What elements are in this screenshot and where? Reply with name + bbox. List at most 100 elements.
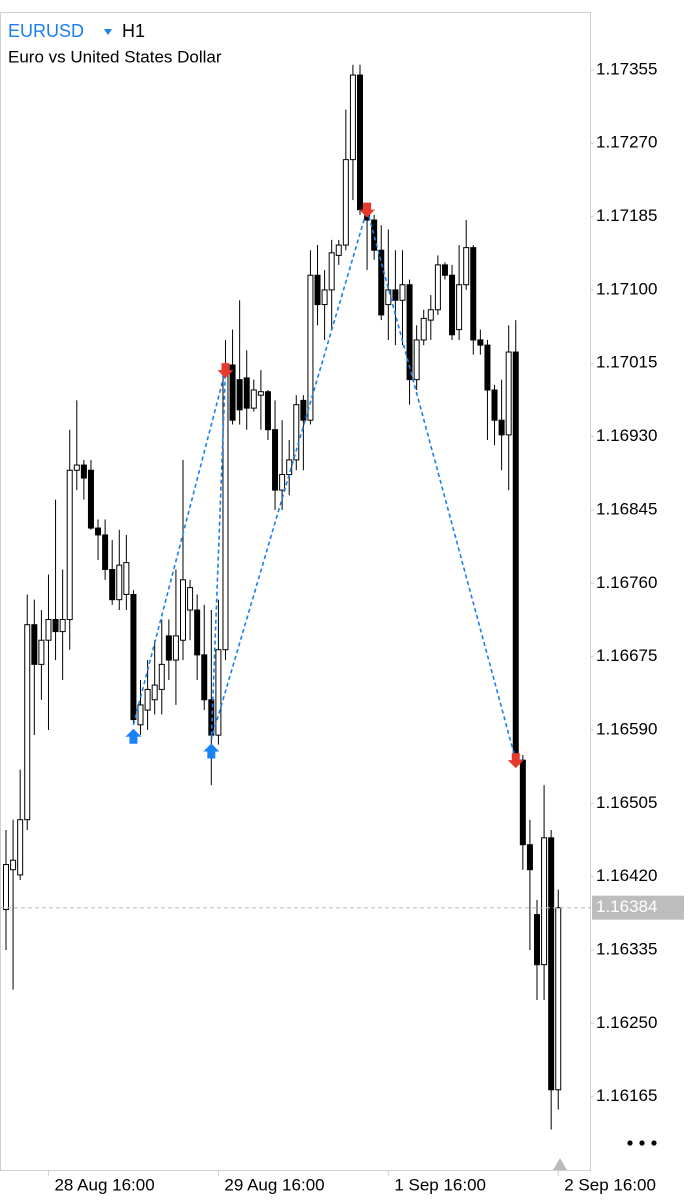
candle-body (456, 284, 463, 331)
candle-body (151, 684, 158, 701)
candle-body (300, 399, 307, 421)
candle-body (477, 339, 484, 346)
candle-body (470, 247, 477, 341)
symbol[interactable]: EURUSD (8, 21, 84, 41)
candle-body (123, 562, 130, 595)
y-tick-label: 1.16165 (596, 1086, 657, 1105)
candle-body (541, 837, 548, 966)
shift-marker[interactable] (553, 1158, 567, 1170)
candle-body (109, 568, 116, 601)
candle-body (420, 317, 427, 341)
y-tick-label: 1.16845 (596, 499, 657, 518)
menu-dot[interactable] (627, 1140, 633, 1146)
candle-body (328, 252, 335, 291)
candle-body (526, 844, 533, 871)
candle-body (257, 391, 264, 396)
candle-body (130, 593, 137, 721)
sell-arrow (359, 202, 376, 218)
candle-body (66, 469, 73, 621)
candle-body (434, 264, 441, 311)
candle-body (314, 274, 321, 306)
last-price-box (592, 895, 684, 920)
candle-body (406, 284, 413, 381)
candle-body (229, 364, 236, 421)
y-tick-label: 1.17185 (596, 206, 657, 225)
candle-body (236, 379, 243, 411)
candle-body (371, 219, 378, 251)
candle-body (449, 274, 456, 336)
candle-body (335, 244, 342, 256)
sell-arrow (507, 753, 524, 769)
candle-body (385, 289, 392, 306)
candle-body (95, 527, 102, 536)
y-tick-label: 1.16420 (596, 866, 657, 885)
candle-body (165, 635, 172, 661)
candle-body (38, 639, 45, 665)
candle-body (512, 351, 519, 761)
candle-body (264, 391, 271, 431)
candle-body (87, 469, 94, 529)
candle-body (137, 704, 144, 726)
candle-body (555, 907, 562, 1091)
candles (3, 64, 562, 1130)
timeframe[interactable]: H1 (122, 21, 145, 41)
candle-body (3, 864, 9, 910)
candle-body (413, 339, 420, 381)
candle-body (342, 159, 349, 246)
menu-dot[interactable] (639, 1140, 645, 1146)
candle-body (172, 635, 179, 661)
candle-body (243, 377, 250, 409)
candle-body (534, 914, 540, 966)
candle-body (491, 389, 498, 421)
plot-frame (0, 12, 591, 1171)
candle-body (10, 859, 17, 871)
sell-arrow (217, 363, 234, 379)
y-tick-label: 1.16590 (596, 719, 657, 738)
candle-body (17, 819, 24, 876)
last-price-label: 1.16384 (596, 897, 657, 916)
candle-body (59, 619, 66, 633)
buy-arrow (125, 728, 142, 744)
y-tick-label: 1.16675 (596, 646, 657, 665)
candle-body (80, 464, 87, 479)
candle-body (52, 619, 59, 633)
candle-body (272, 429, 279, 491)
candle-body (158, 663, 165, 690)
candle-body (441, 264, 448, 276)
candle-body (187, 587, 194, 611)
menu[interactable] (627, 1140, 657, 1146)
candle-body (519, 759, 526, 846)
candle-body (201, 654, 208, 701)
candle-body (357, 74, 363, 211)
candle-body (463, 247, 470, 286)
candle-body (116, 564, 123, 601)
candle-body (45, 619, 52, 641)
candle-body (102, 534, 109, 570)
candle-body (31, 624, 38, 665)
candle-body (279, 474, 286, 491)
subtitle: Euro vs United States Dollar (8, 47, 222, 66)
symbol-dropdown[interactable] (104, 29, 112, 35)
candle-body (498, 419, 505, 436)
candle-body (180, 579, 186, 641)
candle-body (293, 404, 300, 461)
candle-body (194, 609, 201, 656)
zigzag-line (132, 206, 517, 761)
x-tick-label: 29 Aug 16:00 (224, 1175, 324, 1194)
y-tick-label: 1.17015 (596, 353, 657, 372)
menu-dot[interactable] (651, 1140, 657, 1146)
candle-body (321, 289, 328, 306)
y-tick-label: 1.17355 (596, 59, 657, 78)
x-tick-label: 1 Sep 16:00 (394, 1175, 486, 1194)
y-tick-label: 1.16250 (596, 1013, 657, 1032)
candle-body (392, 289, 399, 301)
candle-body (548, 837, 555, 1091)
candle-body (215, 649, 222, 736)
candle-body (349, 74, 356, 161)
y-tick-label: 1.17270 (596, 133, 657, 152)
x-tick-label: 2 Sep 16:00 (564, 1175, 656, 1194)
y-tick-label: 1.17100 (596, 279, 657, 298)
candle-body (307, 274, 314, 421)
y-tick-label: 1.16335 (596, 939, 657, 958)
candle-body (286, 459, 293, 476)
